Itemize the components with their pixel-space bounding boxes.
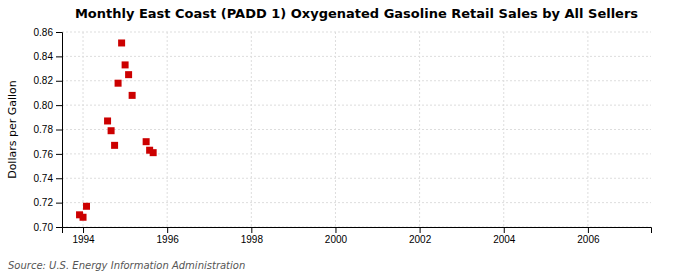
tick-mark [56,203,62,204]
tick-mark [56,56,62,57]
tick: 0.84 [34,51,62,62]
point [80,214,87,221]
axis-line [56,33,63,228]
axis-line [63,228,652,234]
tick-label: 2000 [325,234,348,245]
tick-mark [56,130,62,131]
y-axis: 0.70 0.72 0.74 0.76 0.78 0.80 0.82 0.84 0.86 [34,27,63,233]
chart: 1994 1996 1998 2000 2002 2004 2006 0.70 0.72 0.74… [0,0,675,275]
plot: 1994 1996 1998 2000 2002 2004 2006 0.70 0.72 0.74… [34,27,652,245]
tick-label: 0.82 [34,75,54,86]
tick-mark [588,227,589,233]
tick-mark [420,227,421,233]
y-axis-title: Dollars per Gallon [6,80,19,179]
point [104,117,111,124]
tick: 0.82 [34,75,62,86]
point [111,142,118,149]
tick-label: 0.80 [34,100,54,111]
point [150,149,157,156]
tick-label: 2004 [493,234,516,245]
tick: 1996 [157,227,180,245]
tick-label: 2006 [577,234,600,245]
tick-label: 0.84 [34,51,54,62]
grid-line [62,56,651,57]
point [108,127,115,134]
title: Monthly East Coast (PADD 1) Oxygenated G… [75,6,638,21]
tick-mark [56,178,62,179]
tick-label: 2002 [409,234,432,245]
tick-mark [251,227,252,233]
point [125,71,132,78]
grid-line [62,80,651,81]
tick: 0.70 [34,222,62,233]
tick-label: 0.70 [34,222,54,233]
tick: 0.80 [34,100,62,111]
tick-mark [335,227,336,233]
tick-mark [56,154,62,155]
tick-label: 0.76 [34,149,54,160]
grid [62,32,651,227]
tick: 0.86 [34,27,62,38]
point [143,138,150,145]
point [122,61,129,68]
point [83,203,90,210]
annotation: Source: U.S. Energy Information Administ… [8,260,245,271]
point [129,92,136,99]
tick-label: 0.78 [34,124,54,135]
tick-label: 0.74 [34,173,54,184]
grid-line [62,178,651,179]
grid-line [62,202,651,203]
tick: 2002 [409,227,432,245]
grid-line [62,32,651,33]
tick-label: 1998 [241,234,264,245]
x-axis: 1994 1996 1998 2000 2002 2004 2006 [63,227,652,245]
point [115,80,122,87]
tick-label: 0.72 [34,197,54,208]
tick-label: 1996 [157,234,180,245]
point [118,39,125,46]
tick: 1998 [241,227,264,245]
tick-mark [56,227,62,228]
tick: 2006 [577,227,600,245]
tick: 2000 [325,227,348,245]
tick: 0.78 [34,124,62,135]
grid-line [62,105,651,106]
grid-line [62,129,651,130]
tick-mark [83,227,84,233]
tick-label: 1994 [72,234,95,245]
tick: 0.74 [34,173,62,184]
points [76,39,157,220]
tick: 2004 [493,227,516,245]
tick: 0.76 [34,149,62,160]
tick-mark [504,227,505,233]
tick-mark [56,32,62,33]
tick-mark [56,105,62,106]
tick: 1994 [72,227,95,245]
tick-mark [167,227,168,233]
tick-mark [56,81,62,82]
tick-label: 0.86 [34,27,54,38]
tick: 0.72 [34,197,62,208]
